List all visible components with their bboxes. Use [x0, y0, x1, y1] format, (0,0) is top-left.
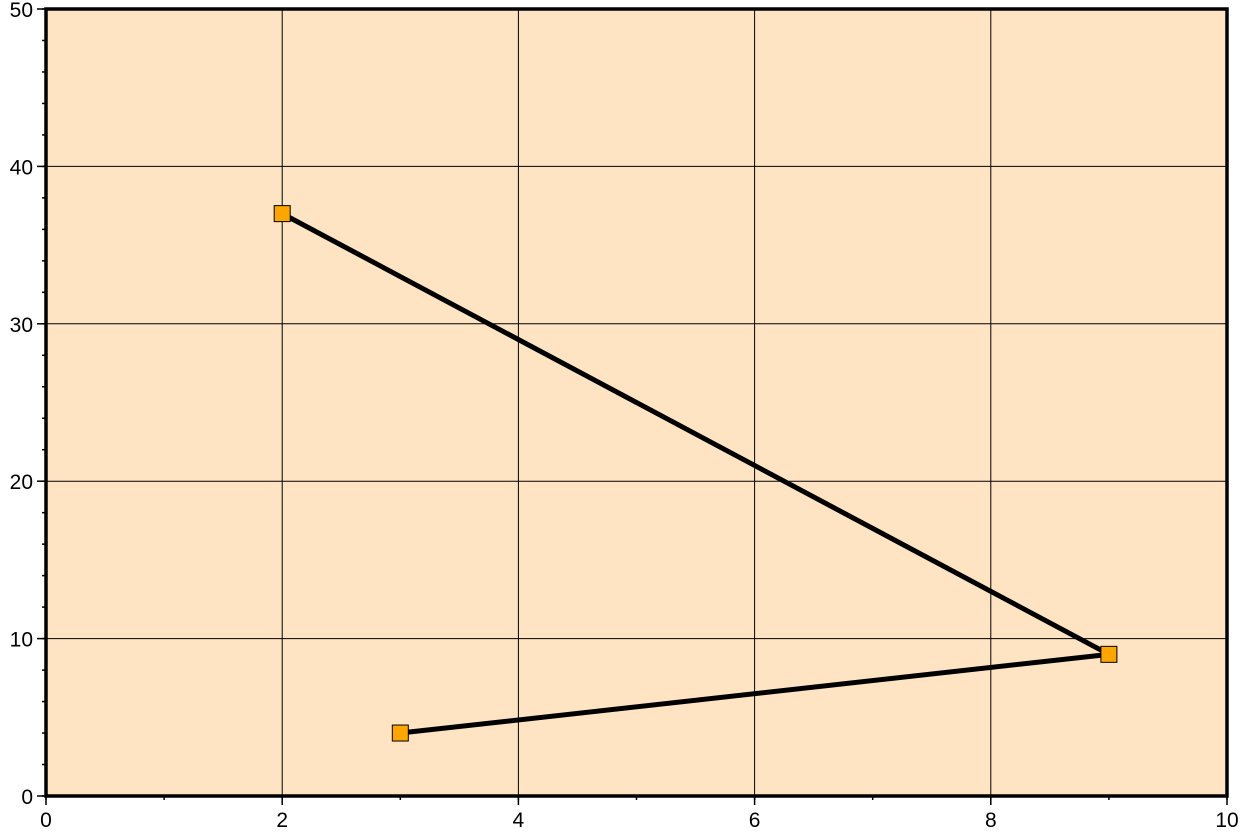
plot-frame: [44, 7, 1229, 798]
y-tick-label: 30: [10, 314, 33, 337]
x-tick-label: 4: [513, 809, 525, 832]
y-tick-label: 20: [10, 471, 33, 494]
y-tick-label: 0: [21, 786, 33, 809]
data-point-marker: [273, 205, 291, 223]
x-tick-label: 8: [985, 809, 997, 832]
y-tick-label: 10: [10, 629, 33, 652]
y-tick-label: 40: [10, 156, 33, 179]
x-tick-label: 0: [40, 809, 52, 832]
data-point-marker: [391, 724, 409, 742]
data-point-marker: [1100, 645, 1118, 663]
x-tick-label: 2: [276, 809, 288, 832]
x-tick-label: 6: [749, 809, 761, 832]
y-tick-label: 50: [10, 0, 33, 22]
x-tick-label: 10: [1215, 809, 1238, 832]
